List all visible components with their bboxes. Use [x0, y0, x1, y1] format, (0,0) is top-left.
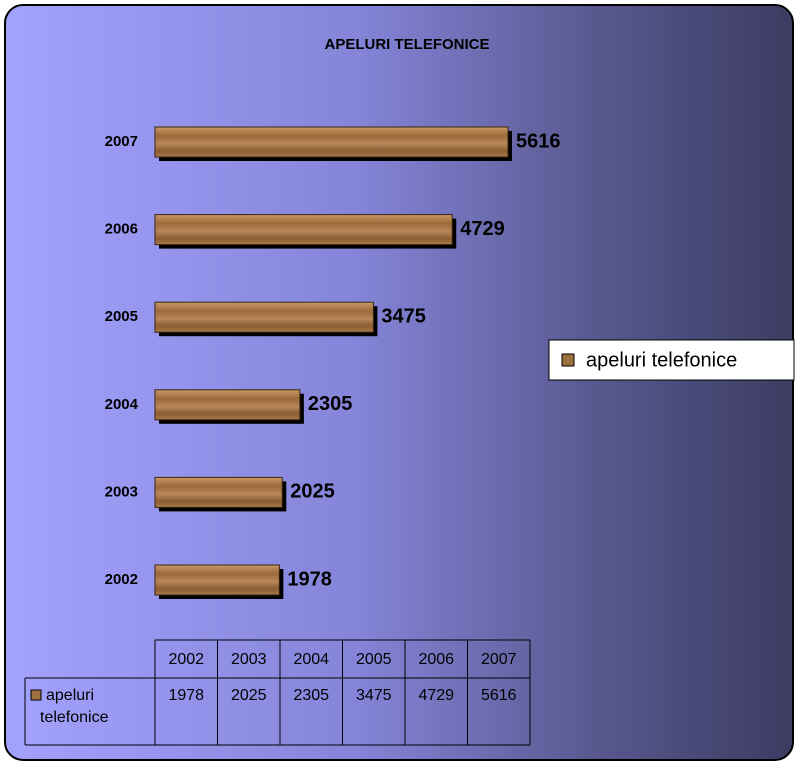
bar	[154, 301, 374, 333]
y-tick-label: 2006	[105, 221, 138, 238]
table-header: 2004	[293, 651, 329, 668]
data-label: 1978	[287, 568, 332, 590]
data-label: 5616	[516, 130, 561, 152]
bar	[154, 476, 283, 508]
bar	[154, 564, 280, 596]
y-tick-label: 2007	[105, 133, 138, 150]
table-header: 2005	[356, 651, 392, 668]
table-value: 4729	[418, 687, 454, 704]
table-value: 2025	[231, 687, 267, 704]
y-tick-label: 2004	[105, 396, 139, 413]
table-header: 2002	[168, 651, 204, 668]
y-tick-label: 2002	[105, 571, 138, 588]
y-tick-label: 2003	[105, 483, 138, 500]
data-label: 2025	[290, 481, 335, 503]
chart-title: APELURI TELEFONICE	[324, 36, 489, 53]
data-label: 2305	[308, 393, 353, 415]
table-legend-swatch	[30, 689, 42, 701]
chart-area	[4, 4, 794, 761]
legend-label: apeluri telefonice	[586, 349, 737, 371]
table-header: 2007	[481, 651, 517, 668]
legend-swatch	[561, 353, 575, 367]
data-label: 3475	[381, 305, 426, 327]
data-label: 4729	[460, 218, 505, 240]
bar	[154, 389, 301, 421]
bar	[154, 126, 509, 158]
table-value: 3475	[356, 687, 392, 704]
table-value: 5616	[481, 687, 517, 704]
table-value: 1978	[168, 687, 204, 704]
legend-box	[548, 339, 795, 381]
table-header: 2003	[231, 651, 267, 668]
bar	[154, 214, 453, 246]
table-value: 2305	[293, 687, 329, 704]
y-tick-label: 2005	[105, 308, 138, 325]
table-row-label: apeluri telefonice	[40, 687, 109, 726]
table-header: 2006	[418, 651, 454, 668]
